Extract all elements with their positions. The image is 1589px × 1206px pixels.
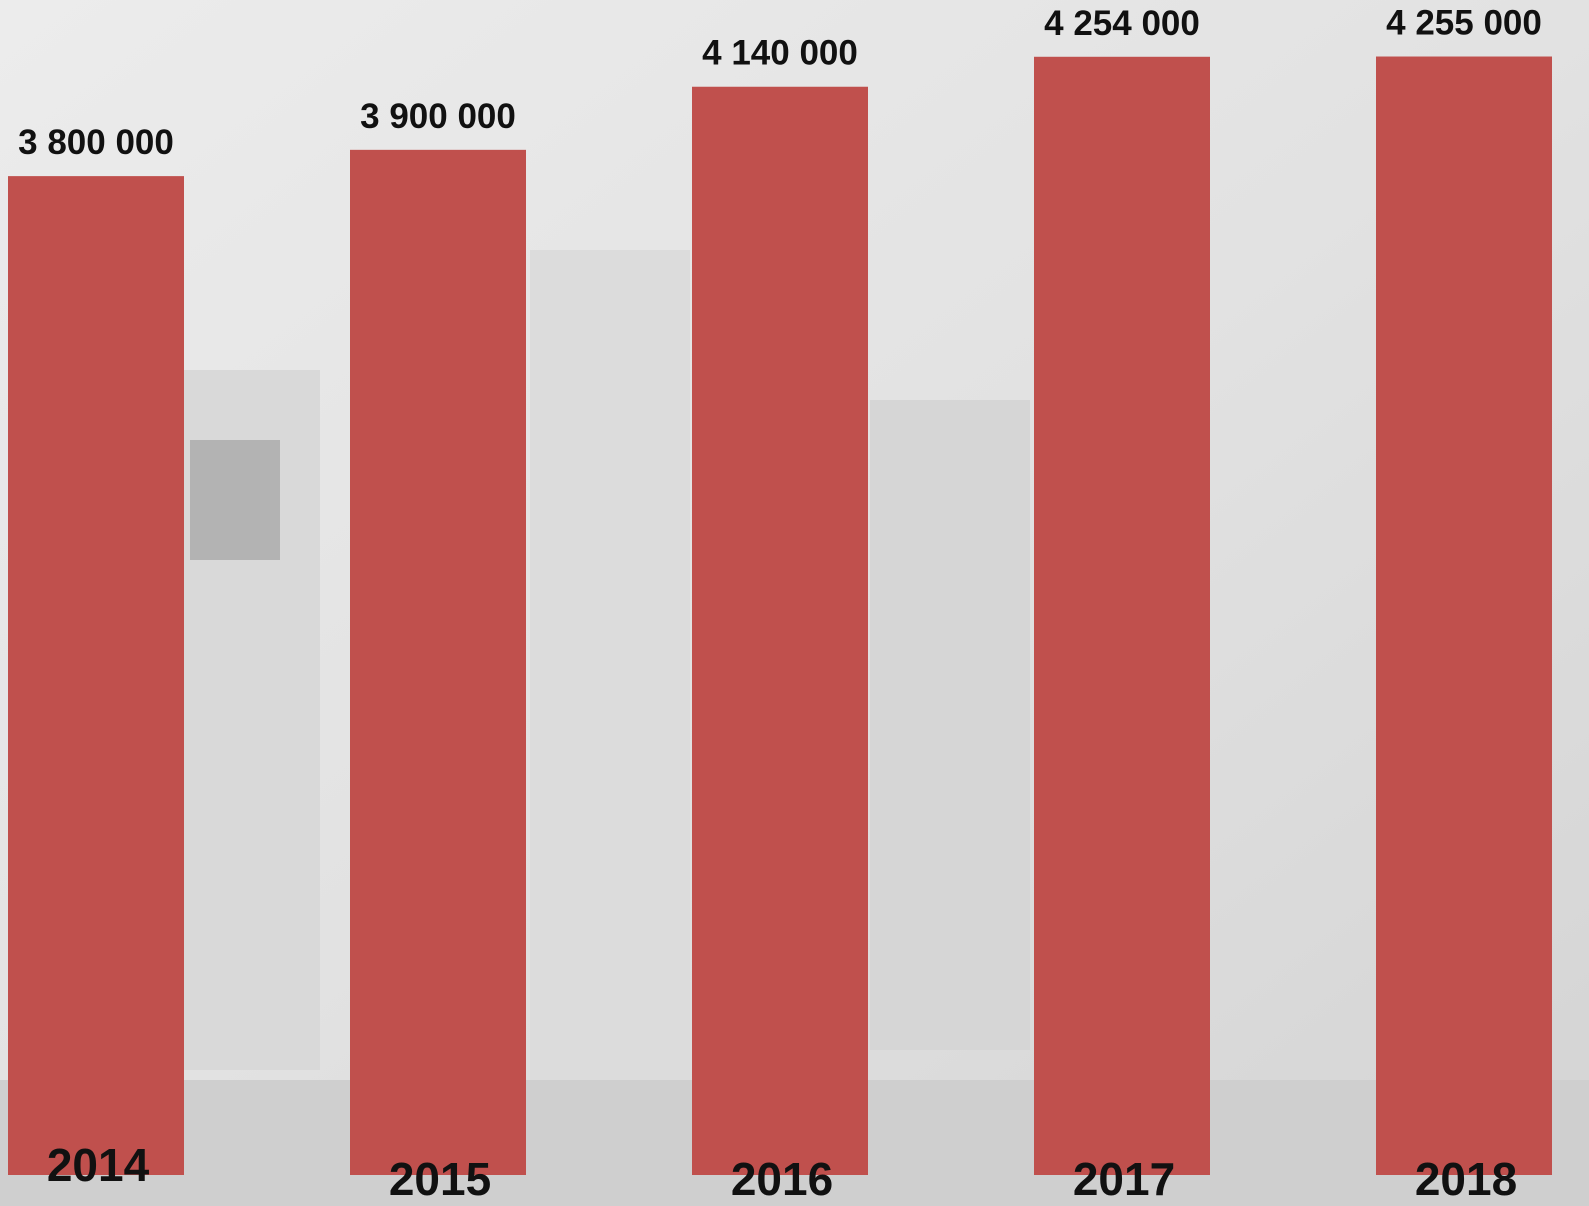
x-tick-label: 2016 [731, 1153, 833, 1205]
bar [1034, 57, 1210, 1175]
bar [692, 87, 868, 1175]
x-tick-label: 2017 [1073, 1153, 1175, 1205]
chart: 3 800 000 3 900 000 4 140 000 4 254 000 4 25… [0, 0, 1589, 1206]
x-tick-label: 2014 [47, 1139, 150, 1191]
value-label: 4 140 000 [702, 34, 858, 73]
bar [1376, 57, 1552, 1175]
value-label: 3 900 000 [360, 97, 516, 136]
page: {"chart_data": {"type": "bar", "categori… [0, 0, 1589, 1206]
background-building [530, 250, 690, 1100]
bar [8, 176, 184, 1175]
x-tick-label: 2018 [1415, 1153, 1517, 1205]
background-building [870, 400, 1030, 1050]
bar [350, 150, 526, 1175]
background-window [190, 440, 280, 560]
value-label: 4 254 000 [1044, 4, 1200, 43]
x-tick-label: 2015 [389, 1153, 491, 1205]
value-label: 3 800 000 [18, 123, 174, 162]
value-label: 4 255 000 [1386, 4, 1542, 43]
